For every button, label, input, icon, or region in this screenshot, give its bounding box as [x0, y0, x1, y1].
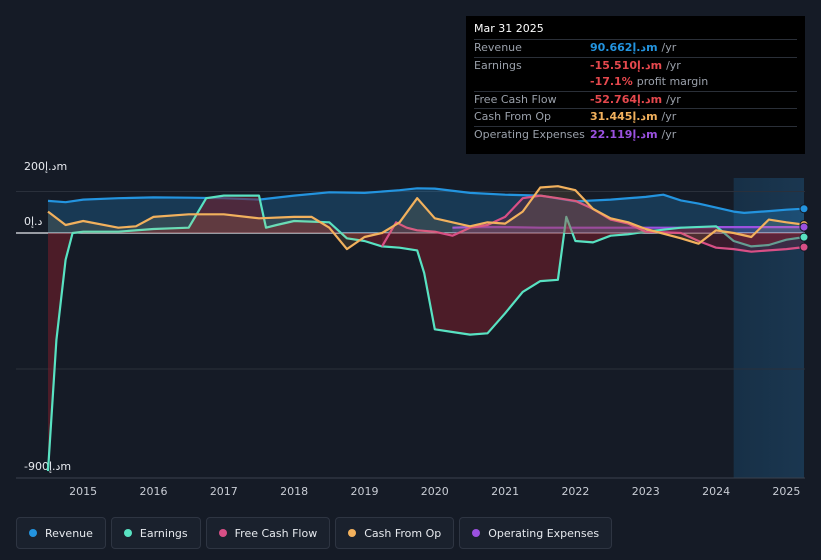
tooltip-row: Cash From Op 31.445د.إm/yr	[474, 108, 797, 126]
legend-item-operating-expenses[interactable]: Operating Expenses	[459, 517, 613, 549]
x-tick-2016: 2016	[139, 485, 167, 498]
x-tick-2022: 2022	[561, 485, 589, 498]
legend-dot-icon	[29, 529, 37, 537]
tooltip-unit: /yr	[666, 58, 681, 72]
free-cash-flow-line	[381, 194, 805, 253]
tooltip-label: Free Cash Flow	[474, 92, 557, 106]
operating-expenses-end-marker	[799, 222, 809, 232]
data-tooltip: Mar 31 2025 Revenue 90.662د.إm/yr Earnings…	[466, 16, 805, 154]
tooltip-unit: /yr	[661, 127, 677, 141]
legend-item-revenue[interactable]: Revenue	[16, 517, 106, 549]
tooltip-value: -52.764د.إm	[590, 92, 663, 106]
chart-legend: Revenue Earnings Free Cash Flow Cash From O…	[16, 517, 613, 549]
tooltip-row: Operating Expenses 22.119د.إm/yr	[474, 125, 797, 144]
tooltip-value: 22.119د.إm	[590, 127, 658, 141]
tooltip-date: Mar 31 2025	[474, 22, 544, 35]
x-tick-2018: 2018	[280, 485, 308, 498]
tooltip-value: 90.662د.إm	[590, 41, 658, 54]
tooltip-row: Revenue 90.662د.إm/yr	[474, 39, 797, 57]
tooltip-unit: /yr	[661, 41, 677, 54]
tooltip-unit: /yr	[666, 92, 681, 106]
x-tick-2024: 2024	[702, 485, 730, 498]
legend-dot-icon	[472, 529, 481, 537]
tooltip-unit: profit margin	[636, 75, 709, 89]
tooltip-label: Operating Expenses	[474, 127, 585, 141]
cash-from-op-line	[47, 185, 805, 251]
tooltip-value: -17.1%	[590, 75, 633, 89]
legend-label: Operating Expenses	[488, 526, 600, 540]
legend-item-cash-from-op[interactable]: Cash From Op	[335, 517, 455, 549]
x-tick-2015: 2015	[69, 485, 97, 498]
operating-expenses-line	[452, 226, 804, 229]
legend-dot-icon	[218, 529, 227, 537]
tooltip-row: Earnings -15.510د.إm/yr	[474, 56, 797, 75]
revenue-end-marker	[799, 204, 809, 214]
x-tick-2020: 2020	[421, 485, 449, 498]
earnings-area	[48, 195, 804, 472]
x-tick-2021: 2021	[491, 485, 519, 498]
tooltip-label: Earnings	[474, 58, 522, 72]
legend-label: Revenue	[45, 526, 93, 540]
free-cash-flow-end-marker	[799, 242, 809, 252]
legend-label: Free Cash Flow	[234, 526, 318, 540]
x-tick-2019: 2019	[350, 485, 378, 498]
tooltip-label	[474, 74, 590, 91]
y-label-top: 200د.إm	[24, 160, 67, 173]
x-tick-2025: 2025	[772, 485, 800, 498]
y-label-zero: 0د.إ	[24, 215, 43, 228]
x-tick-2023: 2023	[632, 485, 660, 498]
tooltip-label: Cash From Op	[474, 110, 552, 124]
free-cash-flow-area	[382, 195, 804, 252]
earnings-end-marker	[799, 232, 809, 242]
cash-from-op-area	[48, 186, 804, 250]
x-tick-2017: 2017	[210, 485, 238, 498]
legend-dot-icon	[123, 529, 132, 537]
tooltip-row: Free Cash Flow -52.764د.إm/yr	[474, 90, 797, 109]
revenue-line	[47, 187, 805, 214]
legend-item-earnings[interactable]: Earnings	[110, 517, 201, 549]
tooltip-label: Revenue	[474, 41, 522, 54]
tooltip-value: 31.445د.إm	[590, 110, 658, 124]
tooltip-row: -17.1% profit margin	[474, 74, 797, 91]
legend-label: Earnings	[139, 526, 188, 540]
legend-item-free-cash-flow[interactable]: Free Cash Flow	[205, 517, 331, 549]
tooltip-unit: /yr	[661, 110, 677, 124]
legend-dot-icon	[348, 529, 357, 537]
tooltip-value: -15.510د.إm	[590, 58, 663, 72]
legend-label: Cash From Op	[364, 526, 442, 540]
